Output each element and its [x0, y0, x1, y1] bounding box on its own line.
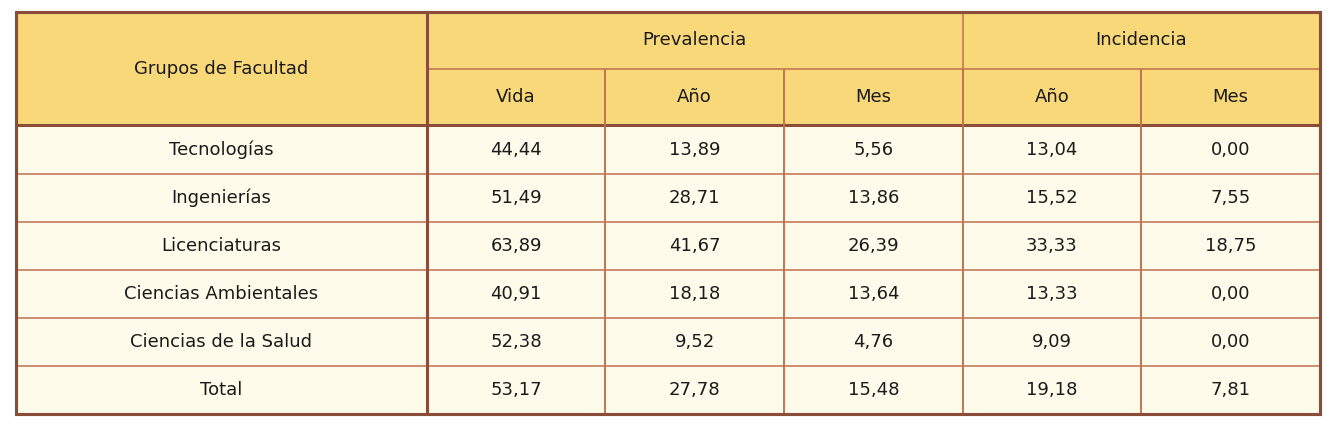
Bar	[16, 222, 426, 270]
Text: 0,00: 0,00	[1210, 285, 1250, 303]
Text: 27,78: 27,78	[669, 381, 720, 399]
Text: 13,89: 13,89	[669, 141, 720, 158]
Bar	[963, 318, 1141, 366]
Bar	[784, 366, 963, 414]
Text: Ciencias de la Salud: Ciencias de la Salud	[131, 333, 313, 351]
Bar	[963, 173, 1141, 222]
Bar	[1141, 222, 1320, 270]
Bar	[426, 318, 605, 366]
Bar	[1141, 270, 1320, 318]
Text: Año: Año	[677, 88, 712, 106]
Bar	[426, 366, 605, 414]
Bar	[1141, 318, 1320, 366]
Text: Vida: Vida	[496, 88, 536, 106]
Bar	[963, 125, 1141, 173]
Text: 15,48: 15,48	[847, 381, 899, 399]
Bar	[16, 270, 426, 318]
Bar	[1141, 366, 1320, 414]
Text: Incidencia: Incidencia	[1096, 31, 1188, 49]
Bar	[1141, 69, 1320, 125]
Bar	[963, 12, 1320, 69]
Text: 7,81: 7,81	[1210, 381, 1250, 399]
Bar	[605, 173, 784, 222]
Bar	[605, 270, 784, 318]
Text: Licenciaturas: Licenciaturas	[162, 237, 282, 255]
Text: 4,76: 4,76	[854, 333, 894, 351]
Text: 0,00: 0,00	[1210, 333, 1250, 351]
Bar	[426, 12, 963, 69]
Bar	[16, 12, 426, 125]
Bar	[784, 318, 963, 366]
Text: Ciencias Ambientales: Ciencias Ambientales	[124, 285, 318, 303]
Bar	[16, 173, 426, 222]
Bar	[784, 173, 963, 222]
Text: 13,64: 13,64	[847, 285, 899, 303]
Bar	[426, 125, 605, 173]
Text: Grupos de Facultad: Grupos de Facultad	[135, 60, 309, 78]
Bar	[426, 69, 605, 125]
Text: 13,86: 13,86	[847, 189, 899, 207]
Bar	[963, 69, 1141, 125]
Text: 9,09: 9,09	[1031, 333, 1071, 351]
Bar	[784, 125, 963, 173]
Text: 15,52: 15,52	[1026, 189, 1078, 207]
Text: Ingenierías: Ingenierías	[171, 188, 271, 207]
Bar	[426, 222, 605, 270]
Bar	[16, 318, 426, 366]
Bar	[16, 125, 426, 173]
Bar	[605, 366, 784, 414]
Text: 52,38: 52,38	[490, 333, 542, 351]
Text: Mes: Mes	[1213, 88, 1249, 106]
Text: Mes: Mes	[855, 88, 891, 106]
Text: 13,33: 13,33	[1026, 285, 1078, 303]
Text: 53,17: 53,17	[490, 381, 542, 399]
Bar	[784, 69, 963, 125]
Text: 40,91: 40,91	[490, 285, 542, 303]
Text: 51,49: 51,49	[490, 189, 542, 207]
Bar	[784, 222, 963, 270]
Text: Total: Total	[200, 381, 243, 399]
Bar	[784, 270, 963, 318]
Text: 63,89: 63,89	[490, 237, 542, 255]
Text: 26,39: 26,39	[847, 237, 899, 255]
Text: 5,56: 5,56	[854, 141, 894, 158]
Text: 13,04: 13,04	[1026, 141, 1078, 158]
Bar	[963, 366, 1141, 414]
Text: 7,55: 7,55	[1210, 189, 1250, 207]
Text: 19,18: 19,18	[1026, 381, 1078, 399]
Bar	[1141, 173, 1320, 222]
Bar	[1141, 125, 1320, 173]
Text: 28,71: 28,71	[669, 189, 720, 207]
Bar	[963, 270, 1141, 318]
Bar	[605, 318, 784, 366]
Bar	[605, 125, 784, 173]
Bar	[426, 270, 605, 318]
Text: Año: Año	[1034, 88, 1069, 106]
Text: 18,18: 18,18	[669, 285, 720, 303]
Text: Tecnologías: Tecnologías	[170, 140, 274, 159]
Bar	[426, 173, 605, 222]
Text: 9,52: 9,52	[675, 333, 715, 351]
Bar	[963, 222, 1141, 270]
Text: 33,33: 33,33	[1026, 237, 1078, 255]
Bar	[605, 222, 784, 270]
Bar	[16, 366, 426, 414]
Bar	[605, 69, 784, 125]
Text: 44,44: 44,44	[490, 141, 542, 158]
Text: 0,00: 0,00	[1210, 141, 1250, 158]
Text: Prevalencia: Prevalencia	[643, 31, 747, 49]
Text: 18,75: 18,75	[1205, 237, 1256, 255]
Text: 41,67: 41,67	[669, 237, 720, 255]
